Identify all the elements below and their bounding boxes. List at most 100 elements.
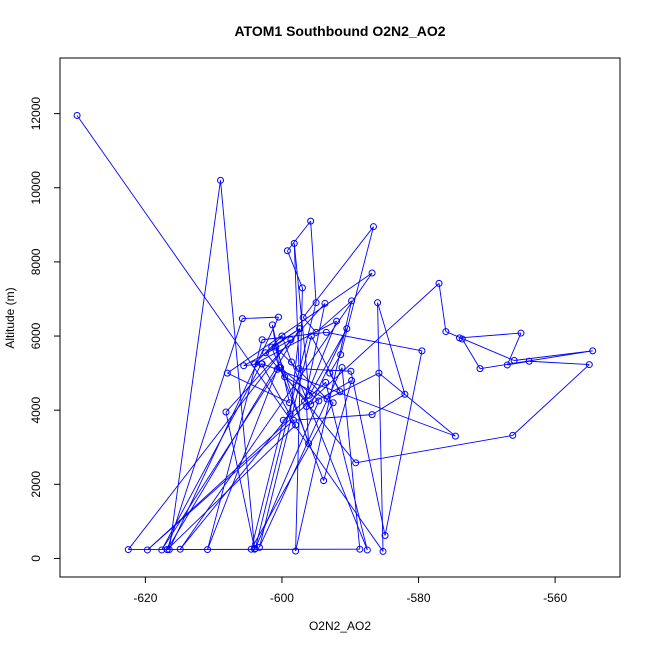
data-point [356, 545, 364, 553]
data-point [451, 432, 459, 440]
data-point [240, 362, 248, 370]
data-point [273, 365, 281, 373]
series-segment [304, 321, 338, 402]
data-point [368, 411, 376, 419]
x-axis: -620 -600 -580 -560 [133, 576, 567, 605]
series-segment [291, 361, 368, 551]
data-point [320, 477, 328, 485]
data-point [275, 364, 283, 372]
data-point [418, 347, 426, 355]
data-point [368, 269, 376, 277]
data-point [255, 543, 263, 551]
y-axis-label: Altitude (m) [3, 287, 17, 348]
series-segment [315, 300, 352, 333]
series-segment [166, 424, 296, 550]
series-segment [384, 350, 423, 536]
series-segment [127, 339, 292, 550]
data-point [295, 365, 303, 373]
series-segment [289, 328, 301, 414]
data-point [158, 546, 166, 554]
series-segment [295, 300, 353, 552]
series-segment [377, 302, 384, 552]
series-segment [207, 339, 263, 550]
series-segment [271, 324, 280, 368]
y-tick-label: 4000 [29, 397, 43, 424]
data-point [322, 378, 330, 386]
series-segment [179, 272, 373, 550]
data-point [303, 402, 311, 410]
data-point [281, 373, 289, 381]
series-segment [262, 331, 327, 341]
series-segment [271, 324, 290, 403]
series-lines [76, 115, 593, 552]
series-segment [377, 302, 406, 395]
data-point [476, 365, 484, 373]
series-segment [310, 328, 348, 405]
series-segment [168, 180, 221, 550]
data-point [363, 546, 371, 554]
series-segment [254, 302, 317, 549]
data-point [305, 391, 313, 399]
series-segment [220, 180, 256, 550]
data-point [307, 217, 315, 225]
data-point [329, 399, 337, 407]
data-point [247, 545, 255, 553]
series-segment [286, 250, 303, 289]
series-segment [147, 283, 440, 551]
data-point [143, 546, 151, 554]
data-point [163, 546, 171, 554]
y-tick-label: 6000 [29, 322, 43, 349]
data-point [348, 297, 356, 305]
data-point [510, 357, 518, 365]
series-segment [161, 367, 280, 551]
data-point [337, 351, 345, 359]
series-segment [512, 364, 590, 436]
series-segment [287, 220, 311, 252]
data-point [222, 408, 230, 416]
series-segment [306, 406, 310, 444]
data-point [381, 531, 389, 539]
series-segment [306, 380, 352, 407]
data-point [333, 317, 341, 325]
data-point [258, 336, 266, 344]
y-tick-label: 8000 [29, 248, 43, 275]
data-point [262, 349, 270, 357]
data-point [307, 332, 315, 340]
data-point [525, 357, 533, 365]
series-segment [227, 272, 373, 374]
x-tick-label: -620 [133, 591, 157, 605]
data-point [272, 343, 280, 351]
series-segment [259, 367, 343, 548]
series-segment [459, 332, 522, 339]
y-axis: 0 2000 4000 6000 8000 10000 12000 [29, 97, 61, 562]
x-tick-label: -580 [407, 591, 431, 605]
data-point [278, 332, 286, 340]
data-point [292, 547, 300, 555]
data-point [285, 399, 293, 407]
data-point [238, 315, 246, 323]
data-point [401, 390, 409, 398]
series-points [73, 111, 597, 555]
series-segment [323, 380, 353, 481]
data-point [292, 421, 300, 429]
series-segment [529, 360, 590, 366]
series-segment [438, 283, 447, 332]
data-point [299, 314, 307, 321]
series-segment [76, 115, 384, 552]
data-point [290, 239, 298, 247]
data-point [315, 397, 323, 405]
data-point [251, 360, 259, 368]
data-point [176, 545, 184, 553]
series-segment [326, 331, 423, 352]
x-tick-label: -560 [543, 591, 567, 605]
series-segment [275, 346, 328, 400]
data-point [216, 176, 224, 184]
data-point [312, 299, 320, 307]
data-point [268, 343, 276, 351]
data-point [375, 369, 383, 377]
data-point [456, 334, 464, 342]
data-point [321, 299, 329, 307]
data-point [124, 546, 132, 554]
series-segment [378, 372, 456, 437]
